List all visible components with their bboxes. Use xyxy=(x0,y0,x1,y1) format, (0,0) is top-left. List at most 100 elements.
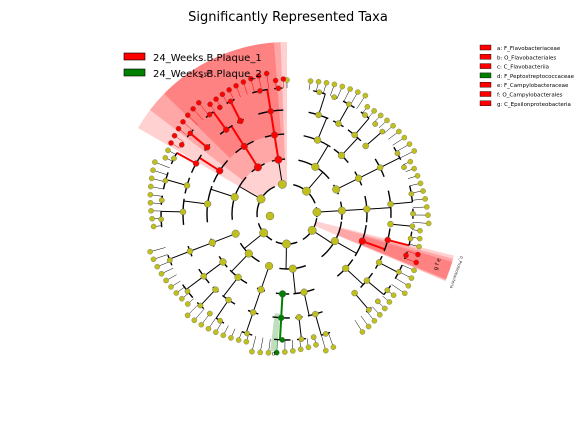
leaf-node xyxy=(323,347,329,354)
node-4-0 xyxy=(162,177,169,184)
node-4-1 xyxy=(158,197,165,203)
edge-2-0 xyxy=(358,167,381,179)
leaf-node xyxy=(411,267,417,274)
node-3-0 xyxy=(363,277,371,284)
node-0-1 xyxy=(259,228,269,238)
edge-3-1 xyxy=(390,223,413,227)
edge-2-0 xyxy=(303,292,310,316)
leaf-node xyxy=(233,82,239,89)
node-3-1 xyxy=(351,289,358,297)
node-3-0 xyxy=(222,126,230,133)
clade-legend-label-3: d: F_Peptostreptococcaceae xyxy=(497,74,575,80)
node-2-0 xyxy=(257,286,265,294)
clade-legend-swatch-1 xyxy=(479,54,492,60)
node-3-0 xyxy=(351,131,358,139)
node-3-0 xyxy=(192,160,200,167)
node-4-0 xyxy=(407,235,414,242)
node-4-1 xyxy=(375,298,381,305)
leaf-node xyxy=(150,223,157,230)
node-3-1 xyxy=(387,220,394,228)
edge-3-1 xyxy=(165,179,188,186)
legend-label-plaque-2: 24_Weeks.B.Plaque_2 xyxy=(153,69,262,80)
leaf-node xyxy=(386,299,393,305)
clade-letters-2: d xyxy=(271,351,275,357)
edge-1-0 xyxy=(273,134,280,160)
leaf-node xyxy=(184,312,191,319)
leaf-node xyxy=(406,141,413,147)
leaf-node xyxy=(402,290,408,297)
edge-3-1 xyxy=(354,292,370,311)
leaf-node xyxy=(265,350,272,356)
clade-legend-swatch-5 xyxy=(479,91,492,97)
leaf-node xyxy=(415,251,421,258)
edge-2-0 xyxy=(252,289,262,313)
node-1-1 xyxy=(253,163,262,172)
group-legend: 24_Weeks.B.Plaque_1 24_Weeks.B.Plaque_2 xyxy=(123,52,262,80)
node-0-0 xyxy=(307,225,317,235)
edge-2-1 xyxy=(198,156,221,172)
leaf-node xyxy=(362,92,369,99)
leaf-node xyxy=(196,99,202,106)
leaf-node xyxy=(257,349,263,356)
leaf-node xyxy=(162,155,169,161)
leaf-node xyxy=(416,235,423,242)
edge-3-0 xyxy=(278,317,283,340)
leaf-node xyxy=(425,220,432,227)
node-3-1 xyxy=(335,120,342,127)
node-4-0 xyxy=(394,150,401,157)
node-3-0 xyxy=(179,208,187,216)
leaf-node xyxy=(273,349,280,356)
leaf-node xyxy=(323,80,330,86)
leaf-node xyxy=(171,132,178,139)
node-4-1 xyxy=(206,310,213,317)
leaf-node xyxy=(411,148,417,154)
node-4-0 xyxy=(244,330,250,337)
edge-3-0 xyxy=(266,89,272,112)
tree-nodes xyxy=(147,70,432,356)
leaf-node xyxy=(347,86,353,92)
legend-swatch-plaque-1 xyxy=(123,52,146,61)
node-4-1 xyxy=(331,94,338,101)
node-4-1 xyxy=(410,210,416,217)
leaf-node xyxy=(414,173,421,179)
edge-2-0 xyxy=(183,200,208,205)
leaf-node xyxy=(205,325,212,332)
node-3-0 xyxy=(267,108,274,115)
node-2-0 xyxy=(358,237,366,245)
node-2-1 xyxy=(216,167,224,175)
node-1-0 xyxy=(230,193,239,202)
edge-1-0 xyxy=(341,208,367,212)
leaf-node xyxy=(213,96,219,102)
edge-2-1 xyxy=(341,137,359,156)
leaf-node xyxy=(420,188,426,194)
clade-legend-swatch-2 xyxy=(479,63,492,69)
edge-1-0 xyxy=(314,145,329,168)
node-4-0 xyxy=(158,216,164,223)
leaf-node xyxy=(390,123,396,129)
node-2-0 xyxy=(363,205,371,213)
clade-legend-swatch-0 xyxy=(479,44,492,51)
edge-3-0 xyxy=(387,238,410,247)
leaf-node xyxy=(219,91,226,98)
leaf-node xyxy=(272,77,279,84)
edge-3-0 xyxy=(185,275,205,290)
root-node xyxy=(265,211,275,221)
leaf-node xyxy=(305,344,312,351)
node-1-0 xyxy=(288,264,297,273)
leaf-node xyxy=(220,332,227,339)
leaf-node xyxy=(168,284,174,290)
leaf-node xyxy=(382,305,388,312)
leaf-node xyxy=(297,346,304,353)
leaf-node xyxy=(371,318,378,324)
clade-letters-0: c b a xyxy=(199,69,214,81)
leaf-node xyxy=(249,348,255,355)
clade-legend-swatch-4 xyxy=(479,81,492,88)
node-2-1 xyxy=(342,264,350,272)
node-2-1 xyxy=(219,258,227,266)
leaf-node xyxy=(191,317,198,324)
clade-legend: a: F_Flavobacteriaceae b: O_Flavobacteria… xyxy=(479,44,575,108)
node-3-1 xyxy=(362,142,369,150)
node-3-1 xyxy=(203,144,211,151)
edge-3-1 xyxy=(200,289,216,306)
leaf-node xyxy=(150,256,157,263)
